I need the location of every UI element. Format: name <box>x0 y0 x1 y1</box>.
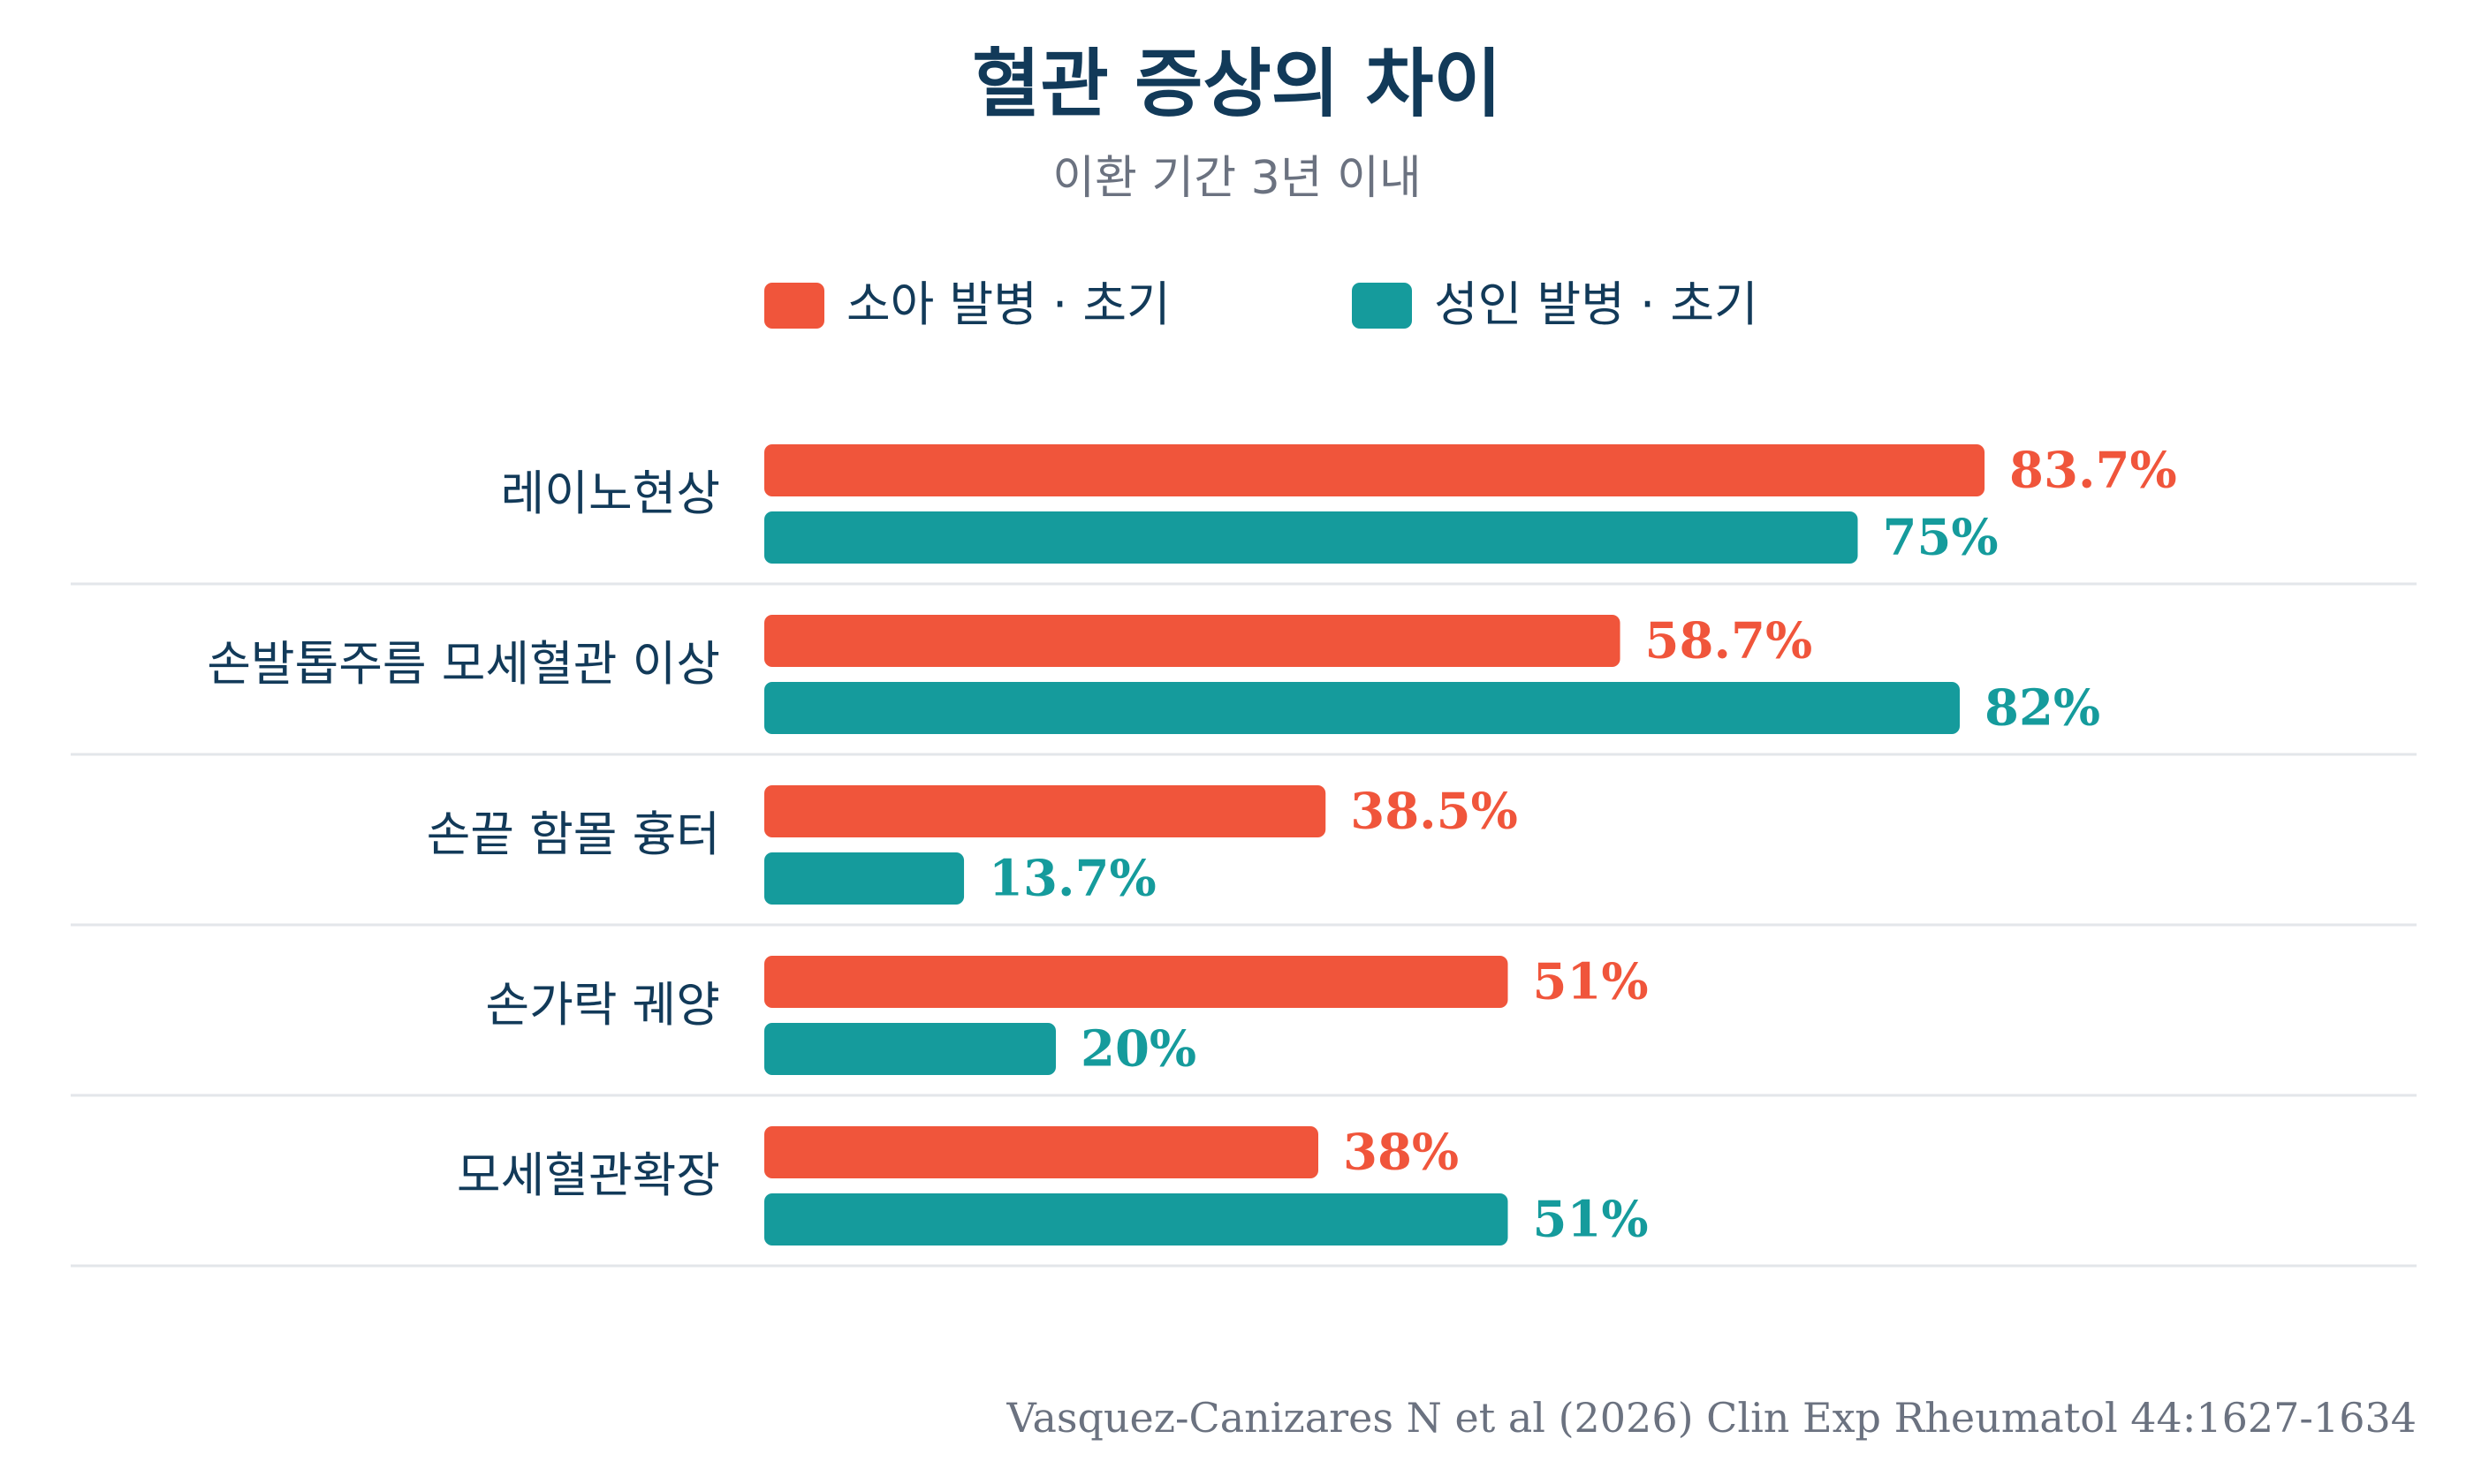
value-label-series-1: 38.5% <box>1350 783 1518 841</box>
value-label-series-2: 82% <box>1985 679 2100 738</box>
source-citation: Vasquez-Canizares N et al (2026) Clin Ex… <box>1006 1394 2417 1442</box>
value-label-series-1: 58.7% <box>1645 612 1813 670</box>
legend: 소아 발병 · 초기 성인 발병 · 초기 <box>764 276 1758 332</box>
bar-series-1 <box>764 444 1985 496</box>
chart-subtitle: 이환 기간 3년 이내 <box>1052 152 1422 205</box>
legend-label-2: 성인 발병 · 초기 <box>1434 276 1758 332</box>
bar-series-2 <box>764 682 1960 734</box>
category-label: 손가락 궤양 <box>485 977 720 1033</box>
value-label-series-2: 13.7% <box>989 850 1157 908</box>
legend-swatch-2 <box>1352 283 1412 329</box>
value-label-series-1: 83.7% <box>2009 442 2177 500</box>
category-label: 모세혈관확장 <box>457 1147 720 1203</box>
bar-series-1 <box>764 615 1620 667</box>
value-label-series-1: 38% <box>1343 1124 1459 1182</box>
bar-series-2 <box>764 511 1858 564</box>
legend-swatch-1 <box>764 283 824 329</box>
legend-label-1: 소아 발병 · 초기 <box>846 276 1171 332</box>
bar-series-2 <box>764 852 965 905</box>
bar-series-1 <box>764 1126 1318 1178</box>
value-label-series-2: 51% <box>1533 1191 1649 1249</box>
chart-title: 혈관 증상의 차이 <box>972 41 1501 127</box>
category-label: 손끝 함몰 흉터 <box>427 806 720 862</box>
category-label: 레이노현상 <box>501 466 720 521</box>
value-label-series-1: 51% <box>1533 953 1649 1011</box>
bar-series-2 <box>764 1193 1508 1246</box>
bar-series-1 <box>764 956 1508 1008</box>
bar-series-2 <box>764 1023 1056 1075</box>
value-label-series-2: 75% <box>1883 509 1999 567</box>
category-label: 손발톱주름 모세혈관 이상 <box>207 636 720 692</box>
value-label-series-2: 20% <box>1081 1020 1196 1079</box>
bars <box>764 444 1985 1246</box>
bar-series-1 <box>764 785 1326 837</box>
row-separators <box>71 582 2417 1268</box>
value-labels: 83.7%75% 58.7% 82% 38.5% 13.7% 51% 20% 38% 51% <box>989 442 2177 1249</box>
